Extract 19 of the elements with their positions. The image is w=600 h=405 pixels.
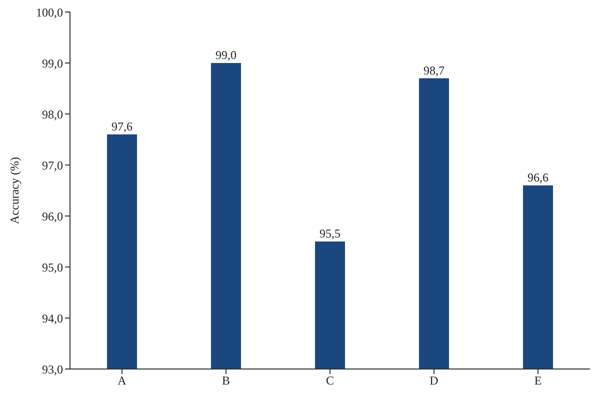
y-tick-label: 100,0 [36, 5, 63, 20]
y-tick-label: 96,0 [42, 209, 63, 224]
data-label: 97,6 [112, 119, 132, 134]
y-tick-label: 99,0 [42, 56, 63, 70]
x-tick-label: C [326, 374, 334, 388]
y-tick-label: 95,0 [42, 260, 63, 274]
x-tick-label: A [118, 374, 127, 388]
data-label: 99,0 [216, 48, 236, 62]
y-tick-label: 97,0 [42, 158, 63, 172]
y-tick-label: 93,0 [42, 362, 63, 376]
x-tick-label: D [430, 374, 439, 388]
y-tick-label: 98,0 [42, 107, 63, 122]
data-label: 96,6 [528, 170, 548, 184]
x-tick-label: B [222, 374, 230, 388]
y-tick-label: 94,0 [42, 311, 63, 326]
data-label: 98,7 [424, 63, 444, 78]
x-tick-label: E [534, 374, 542, 388]
data-label: 95,5 [320, 226, 340, 240]
y-axis-title: Accuracy (%) [7, 157, 22, 224]
